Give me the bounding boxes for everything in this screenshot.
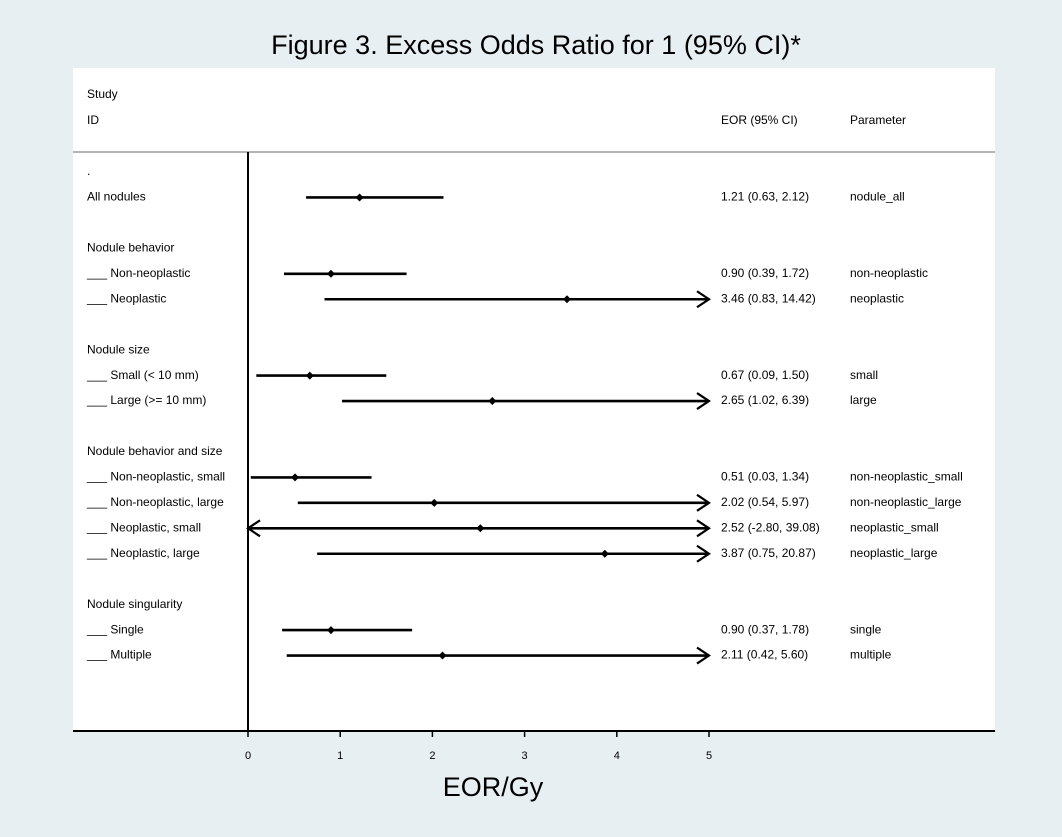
point-estimate xyxy=(430,498,439,507)
eor-value: 3.46 (0.83, 14.42) xyxy=(721,291,816,305)
point-estimate xyxy=(600,549,609,558)
parameter-value: non-neoplastic xyxy=(850,266,928,280)
point-estimate xyxy=(326,626,335,635)
x-tick-label: 5 xyxy=(706,750,712,762)
point-estimate xyxy=(326,269,335,278)
eor-value: 2.11 (0.42, 5.60) xyxy=(721,648,808,662)
point-estimate xyxy=(563,295,572,304)
x-tick-label: 3 xyxy=(522,750,528,762)
group-label: . xyxy=(87,164,90,178)
row-label: ___ Neoplastic xyxy=(86,291,166,305)
eor-value: 1.21 (0.63, 2.12) xyxy=(721,190,809,204)
point-estimate xyxy=(291,473,300,482)
eor-value: 3.87 (0.75, 20.87) xyxy=(721,546,816,560)
row-label: ___ Large (>= 10 mm) xyxy=(86,393,206,407)
eor-value: 0.90 (0.39, 1.72) xyxy=(721,266,809,280)
header-eor: EOR (95% CI) xyxy=(721,113,798,127)
parameter-value: non-neoplastic_large xyxy=(850,495,962,509)
point-estimate xyxy=(476,524,485,533)
row-label: ___ Non-neoplastic xyxy=(86,266,190,280)
ci-arrow-right xyxy=(696,493,711,512)
ci-arrow-left xyxy=(246,519,261,538)
row-label: ___ Non-neoplastic, small xyxy=(86,470,225,484)
point-estimate xyxy=(305,371,314,380)
x-tick-label: 2 xyxy=(429,750,435,762)
parameter-value: large xyxy=(850,393,877,407)
row-label: ___ Small (< 10 mm) xyxy=(86,368,199,382)
row-label: All nodules xyxy=(87,190,146,204)
eor-value: 0.90 (0.37, 1.78) xyxy=(721,622,809,636)
eor-value: 0.51 (0.03, 1.34) xyxy=(721,470,809,484)
parameter-value: non-neoplastic_small xyxy=(850,470,963,484)
group-label: Nodule behavior xyxy=(87,241,174,255)
parameter-value: small xyxy=(850,368,878,382)
eor-value: 2.65 (1.02, 6.39) xyxy=(721,393,809,407)
header-id: ID xyxy=(87,113,99,127)
row-label: ___ Neoplastic, small xyxy=(86,520,201,534)
eor-value: 2.02 (0.54, 5.97) xyxy=(721,495,809,509)
parameter-value: neoplastic_large xyxy=(850,546,938,560)
ci-arrow-right xyxy=(696,544,711,563)
x-tick-label: 0 xyxy=(245,750,251,762)
row-label: ___ Neoplastic, large xyxy=(86,546,200,560)
point-estimate xyxy=(355,193,364,202)
ci-arrow-right xyxy=(696,646,711,665)
row-label: ___ Multiple xyxy=(86,648,152,662)
group-label: Nodule singularity xyxy=(87,597,182,611)
parameter-value: single xyxy=(850,622,882,636)
x-tick-label: 1 xyxy=(337,750,343,762)
group-label: Nodule size xyxy=(87,342,150,356)
point-estimate xyxy=(488,397,497,406)
point-estimate xyxy=(438,651,447,660)
eor-value: 2.52 (-2.80, 39.08) xyxy=(721,520,820,534)
parameter-value: multiple xyxy=(850,648,892,662)
eor-value: 0.67 (0.09, 1.50) xyxy=(721,368,809,382)
parameter-value: neoplastic_small xyxy=(850,520,939,534)
group-label: Nodule behavior and size xyxy=(87,444,223,458)
header-study: Study xyxy=(87,87,118,101)
header-parameter: Parameter xyxy=(850,113,906,127)
x-axis-title: EOR/Gy xyxy=(442,772,544,802)
ci-arrow-right xyxy=(696,392,711,410)
row-label: ___ Single xyxy=(86,622,144,636)
chart-title: Figure 3. Excess Odds Ratio for 1 (95% C… xyxy=(271,30,801,60)
ci-arrow-right xyxy=(696,519,711,538)
x-tick-label: 4 xyxy=(614,750,620,762)
row-label: ___ Non-neoplastic, large xyxy=(86,495,224,509)
ci-arrow-right xyxy=(696,290,711,309)
parameter-value: nodule_all xyxy=(850,190,905,204)
parameter-value: neoplastic xyxy=(850,291,904,305)
